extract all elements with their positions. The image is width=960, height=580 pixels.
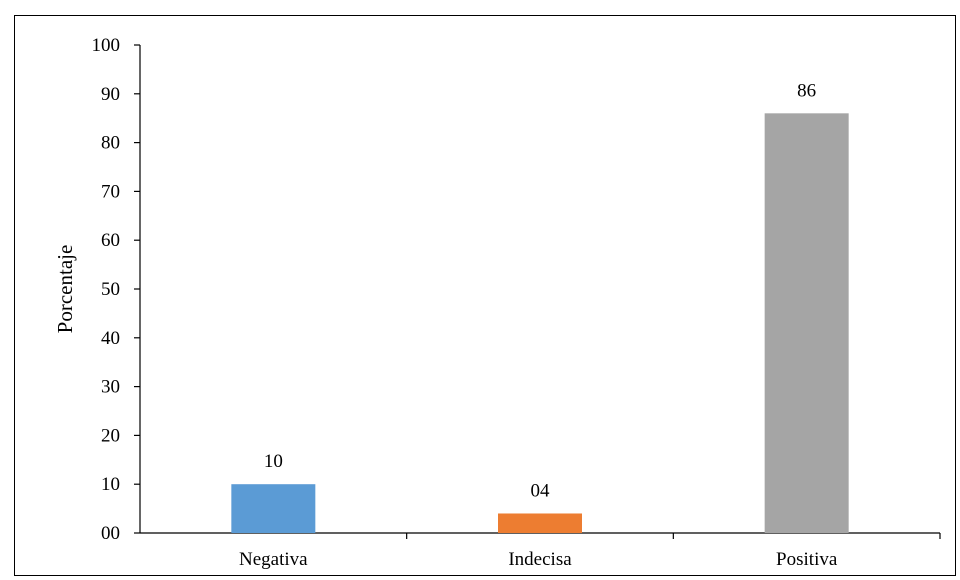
- bar-indecisa: [498, 513, 582, 533]
- bar-negativa: [231, 484, 316, 533]
- y-tick-label: 30: [101, 377, 120, 398]
- labels: 10 Negativa 04 Indecisa 86 Positiva: [239, 80, 838, 570]
- y-tick-label: 50: [101, 279, 120, 300]
- y-tick-label: 90: [101, 84, 120, 105]
- y-tick-label: 10: [101, 474, 120, 495]
- x-tick-label: Indecisa: [508, 549, 572, 570]
- y-axis-title: Porcentaje: [53, 245, 77, 334]
- y-tick-label: 00: [101, 523, 120, 544]
- data-label: 04: [531, 480, 551, 501]
- y-tick-label: 60: [101, 230, 120, 251]
- y-tick-label: 40: [101, 328, 120, 349]
- data-label: 10: [264, 451, 283, 472]
- data-label: 86: [797, 80, 816, 101]
- y-tick-label: 80: [101, 133, 120, 154]
- bar-positiva: [764, 113, 849, 533]
- y-tick-label: 20: [101, 425, 120, 446]
- y-tick-label: 70: [101, 181, 120, 202]
- bars: [231, 113, 849, 533]
- y-tick-label: 100: [92, 35, 121, 56]
- x-tick-label: Positiva: [776, 549, 838, 570]
- x-tick-label: Negativa: [239, 549, 308, 570]
